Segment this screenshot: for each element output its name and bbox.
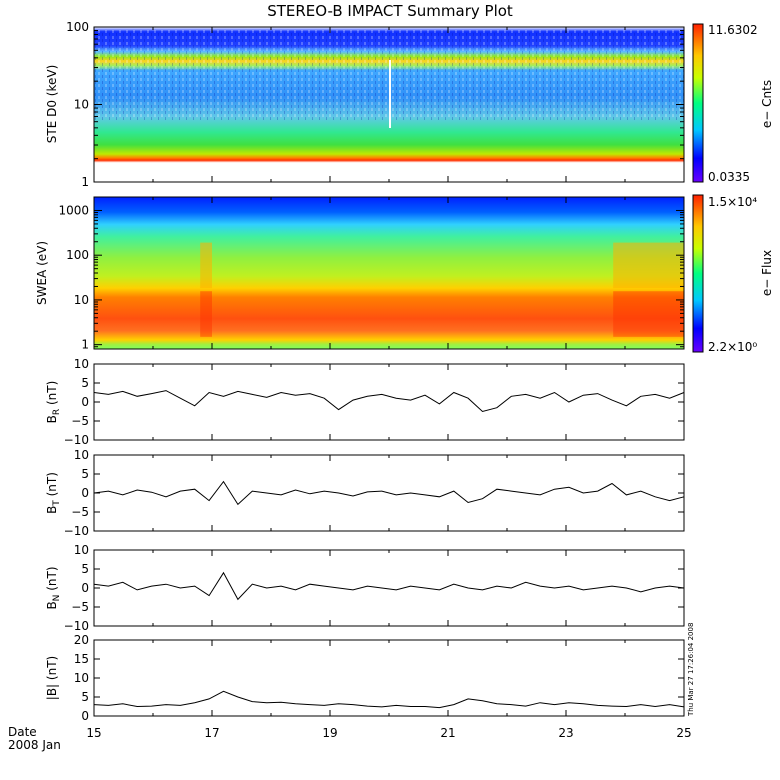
bn-y-label: BN (nT) [45,566,62,609]
colorbar-cnts-max: 11.6302 [708,23,758,37]
x-tick-label: 25 [676,726,691,740]
x-axis-label-line2: 2008 Jan [8,738,61,752]
x-tick-label: 15 [86,726,101,740]
br-series-line [93,390,685,413]
swea-panel: 1 10 100 1000 SWEA (eV) [35,196,685,352]
colorbar-cnts-scale [692,23,704,183]
colorbar-flux-label: e− Flux [760,250,774,296]
colorbar-flux: 1.5×10⁴ 2.2×10⁰ e− Flux [692,194,774,354]
bmag-y-tick-label: 0 [81,709,89,723]
bn-y-axis: 10 5 0 −5 −10 [64,543,684,633]
br-y-axis: 10 5 0 −5 −10 [64,357,684,447]
bn-y-tick-label: 5 [81,562,89,576]
bn-panel: 10 5 0 −5 −10 BN (nT) [45,543,685,633]
swea-enhanced-band [613,291,684,337]
swea-enhanced-band [200,242,212,289]
swea-enhanced-band [613,242,684,289]
bn-y-tick-label: 10 [74,543,89,557]
x-tick-label: 23 [558,726,573,740]
x-tick-label: 21 [440,726,455,740]
x-tick-label: 19 [322,726,337,740]
ste-y-tick-label: 1 [81,175,89,189]
swea-y-tick-label: 10 [74,293,89,307]
bn-series-line [93,571,685,601]
ste-y-axis: 1 10 100 [66,20,684,189]
x-axis: 15 17 19 21 23 25 [86,27,692,740]
swea-y-axis: 1 10 100 1000 [58,203,684,352]
br-y-tick-label: 10 [74,357,89,371]
bmag-panel: 20 15 10 5 0 |B| (nT) [45,633,685,723]
colorbar-cnts-min: 0.0335 [708,170,750,184]
bmag-y-tick-label: 20 [74,633,89,647]
bmag-y-tick-label: 5 [81,690,89,704]
colorbar-flux-min: 2.2×10⁰ [708,340,757,354]
bn-y-tick-label: 0 [81,581,89,595]
colorbar-flux-scale [692,194,704,353]
bn-y-tick-label: −5 [71,600,89,614]
swea-spectrogram [94,197,684,349]
br-panel: 10 5 0 −5 −10 BR (nT) [45,357,685,447]
br-y-tick-label: −10 [64,433,89,447]
br-frame [93,363,685,441]
bt-y-tick-label: 5 [81,467,89,481]
br-y-tick-label: 0 [81,395,89,409]
swea-features [200,242,684,337]
bn-y-tick-label: −10 [64,619,89,633]
colorbar-flux-max: 1.5×10⁴ [708,195,757,209]
br-y-tick-label: 5 [81,376,89,390]
bt-series-line [93,480,685,506]
swea-enhanced-band [200,291,212,337]
bmag-y-tick-label: 10 [74,671,89,685]
x-axis-label-line1: Date [8,725,37,739]
bmag-series-line [93,690,685,709]
bt-y-tick-label: −10 [64,524,89,538]
br-y-label: BR (nT) [45,381,62,424]
swea-y-tick-label: 1 [81,338,89,352]
bt-y-tick-label: 0 [81,486,89,500]
bmag-y-axis: 20 15 10 5 0 [74,633,684,723]
bmag-y-tick-label: 15 [74,652,89,666]
x-tick-label: 17 [204,726,219,740]
bt-y-tick-label: 10 [74,448,89,462]
colorbar-cnts: 11.6302 0.0335 e− Cnts [692,23,774,184]
swea-y-tick-label: 100 [66,248,89,262]
swea-y-tick-label: 1000 [58,203,89,217]
page-title: STEREO-B IMPACT Summary Plot [267,2,513,20]
colorbar-cnts-label: e− Cnts [760,80,774,128]
ste-y-tick-label: 10 [74,98,89,112]
ste-y-label: STE D0 (keV) [45,65,59,144]
ste-y-tick-label: 100 [66,20,89,34]
bt-panel: 10 5 0 −5 −10 BT (nT) [45,448,685,538]
ste-panel: 1 10 100 STE D0 (keV) [45,20,685,189]
timestamp: Thu Mar 27 17:26:04 2008 [687,623,695,717]
bt-y-label: BT (nT) [45,472,62,514]
bt-y-tick-label: −5 [71,505,89,519]
swea-y-label: SWEA (eV) [35,241,49,305]
bmag-y-label: |B| (nT) [45,656,59,700]
br-y-tick-label: −5 [71,414,89,428]
bt-y-axis: 10 5 0 −5 −10 [64,448,684,538]
